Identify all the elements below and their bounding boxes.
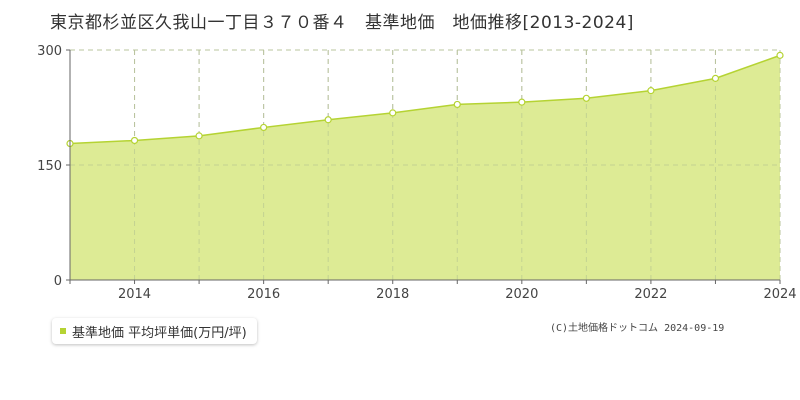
x-tick-label: 2024	[763, 287, 796, 302]
copyright-credit: (C)土地価格ドットコム 2024-09-19	[550, 323, 725, 334]
x-tick-label: 2016	[247, 287, 280, 302]
x-tick-label: 2014	[118, 287, 151, 302]
data-point	[195, 132, 203, 140]
points-layer	[66, 51, 784, 148]
data-point	[711, 74, 720, 82]
chart-title: 東京都杉並区久我山一丁目３７０番４ 基準地価 地価推移[2013-2024]	[50, 13, 634, 33]
x-tick-label: 2018	[376, 287, 409, 302]
y-tick-label: 150	[37, 159, 62, 174]
data-point	[389, 109, 397, 117]
series-line	[69, 54, 781, 145]
data-point	[130, 136, 139, 145]
data-point	[776, 51, 784, 59]
legend: 基準地価 平均坪単価(万円/坪)	[52, 318, 257, 344]
legend-swatch	[60, 328, 66, 334]
x-tick-label: 2022	[634, 287, 667, 302]
data-point	[647, 87, 655, 95]
data-point	[582, 94, 590, 102]
y-tick-label: 300	[37, 44, 62, 59]
area-fill	[70, 55, 780, 280]
y-tick-label: 0	[54, 274, 62, 289]
data-point	[518, 98, 526, 106]
axes-layer: 0 150 300 2014 2016 2018 2020 2022 2024	[37, 44, 796, 302]
grid-overlay	[70, 49, 781, 280]
legend-label: 基準地価 平均坪単価(万円/坪)	[72, 325, 247, 341]
data-point	[324, 116, 332, 124]
data-point	[260, 123, 268, 132]
x-tick-label: 2020	[505, 287, 538, 302]
data-point	[453, 100, 461, 109]
